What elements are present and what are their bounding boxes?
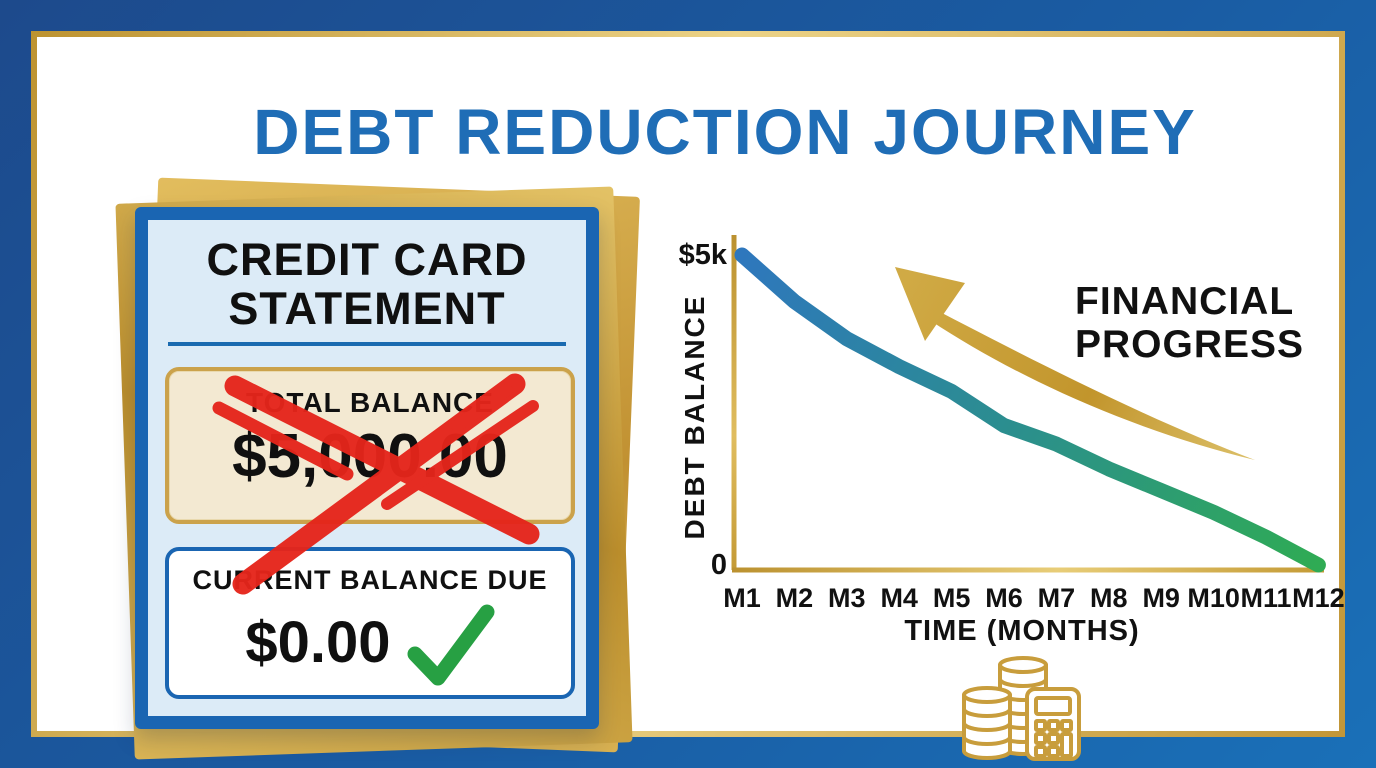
x-tick-label: M11 bbox=[1240, 583, 1291, 613]
x-tick-label: M2 bbox=[776, 583, 814, 613]
debt-line bbox=[734, 247, 1326, 573]
y-tick-5k: $5k bbox=[679, 239, 728, 271]
x-axis-label: TIME (MONTHS) bbox=[904, 615, 1139, 647]
statement-heading-line2: STATEMENT bbox=[228, 283, 506, 334]
y-axis-label: DEBT BALANCE bbox=[679, 295, 710, 540]
statement-heading-line1: CREDIT CARD bbox=[206, 234, 528, 285]
x-tick-label: M4 bbox=[880, 583, 918, 613]
x-tick-label: M3 bbox=[828, 583, 866, 613]
credit-card-statement-group: CREDIT CARD STATEMENT TOTAL BALANCE $5,0… bbox=[115, 177, 640, 762]
x-tick-labels: M1 M2 M3 M4 M5 M6 M7 M8 M9 M10 M11 M12 bbox=[723, 583, 1344, 613]
current-balance-amount: $0.00 bbox=[245, 609, 391, 675]
annotation-line2: PROGRESS bbox=[1075, 323, 1304, 366]
infographic-canvas: DEBT REDUCTION JOURNEY CREDIT CARD STATE… bbox=[37, 37, 1345, 761]
debt-chart-svg: $5k 0 DEBT BALANCE M1 M2 M3 M4 M5 M6 M7 M8 M9 M10… bbox=[679, 235, 1345, 647]
gold-upward-arrow-icon bbox=[895, 267, 1255, 460]
total-balance-label: TOTAL BALANCE bbox=[246, 387, 494, 418]
x-tick-label: M1 bbox=[723, 583, 761, 613]
x-tick-label: M5 bbox=[933, 583, 971, 613]
x-tick-label: M9 bbox=[1142, 583, 1180, 613]
page-title: DEBT REDUCTION JOURNEY bbox=[253, 96, 1197, 168]
x-tick-label: M6 bbox=[985, 583, 1023, 613]
total-balance-box: TOTAL BALANCE $5,000.00 bbox=[165, 367, 575, 524]
y-tick-0: 0 bbox=[711, 549, 727, 581]
x-tick-label: M8 bbox=[1090, 583, 1128, 613]
green-check-icon bbox=[407, 604, 495, 686]
annotation-line1: FINANCIAL bbox=[1075, 280, 1294, 323]
x-tick-label: M12 bbox=[1292, 583, 1345, 613]
statement-card: CREDIT CARD STATEMENT TOTAL BALANCE $5,0… bbox=[135, 207, 599, 729]
current-balance-label: CURRENT BALANCE DUE bbox=[192, 565, 548, 595]
x-tick-label: M7 bbox=[1038, 583, 1076, 613]
statement-heading: CREDIT CARD STATEMENT bbox=[135, 235, 599, 333]
total-balance-amount: $5,000.00 bbox=[232, 422, 508, 491]
x-tick-label: M10 bbox=[1187, 583, 1240, 613]
current-balance-row: $0.00 bbox=[169, 596, 571, 688]
current-balance-box: CURRENT BALANCE DUE $0.00 bbox=[165, 547, 575, 699]
heading-divider bbox=[168, 342, 566, 346]
coins-and-calculator-icon bbox=[962, 656, 1081, 761]
